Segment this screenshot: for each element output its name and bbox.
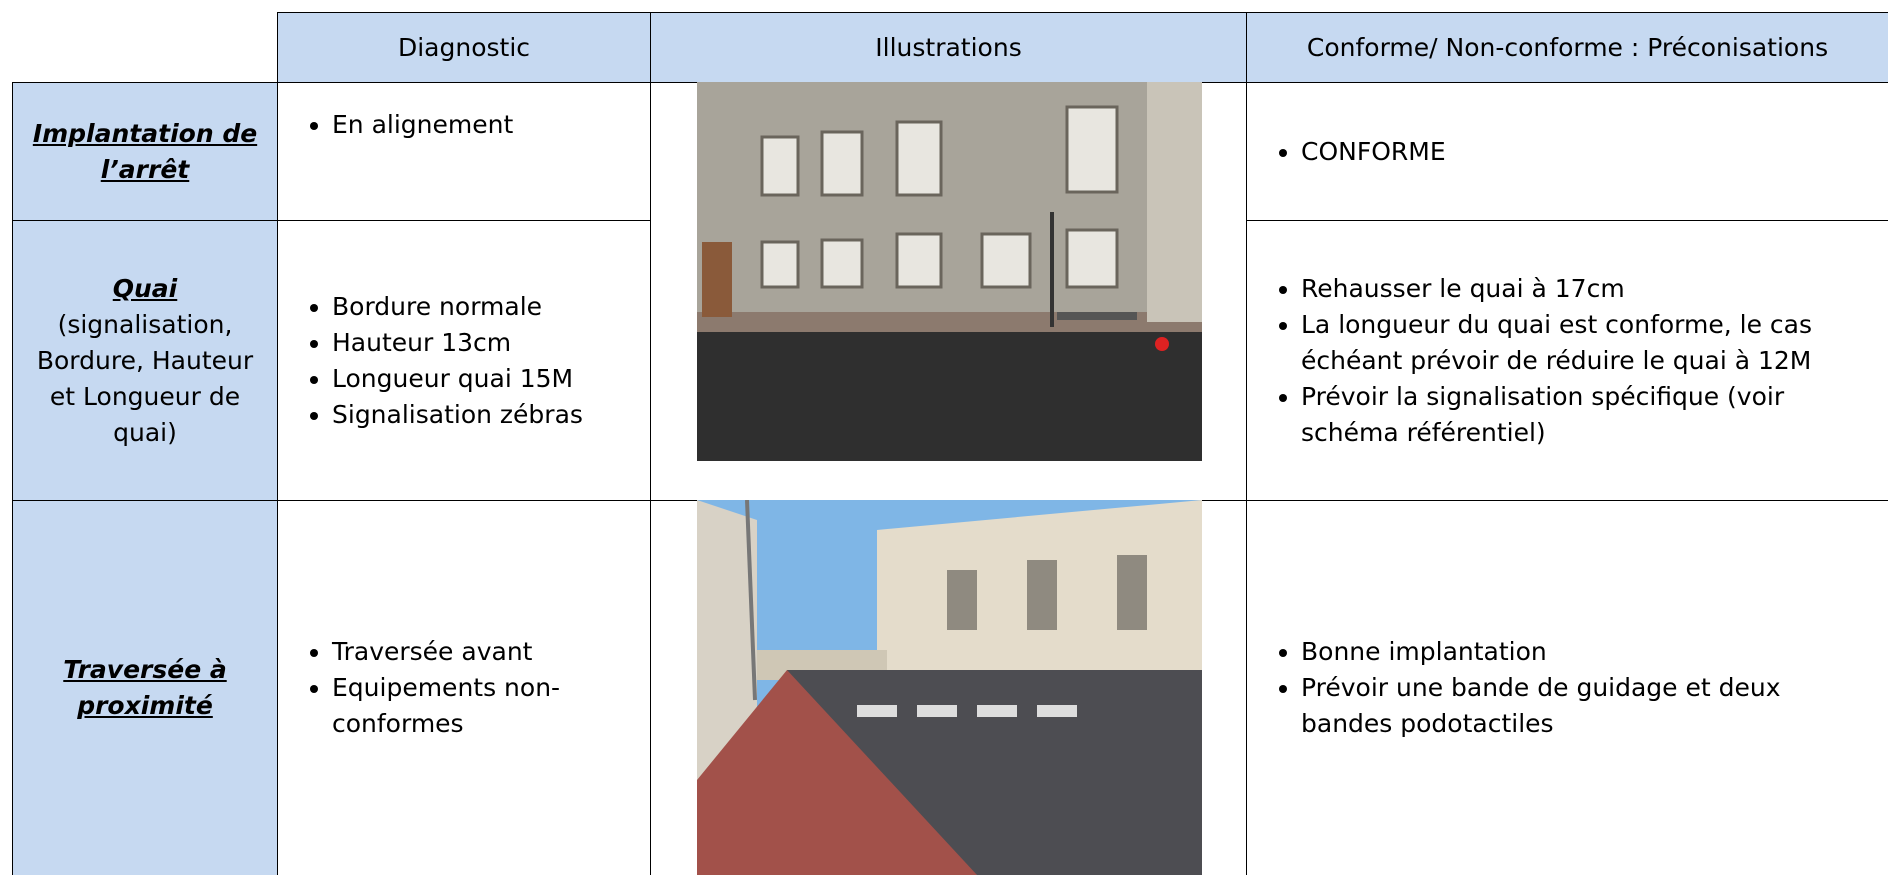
- bullet-item: Prévoir la signalisation spécifique (voi…: [1301, 379, 1878, 451]
- recommendations-cell: Bonne implantation Prévoir une bande de …: [1246, 500, 1888, 875]
- diagnostic-list: Traversée avantEquipements non-conformes: [278, 634, 650, 742]
- row-label: Implantation de l’arrêt: [12, 82, 278, 221]
- row-label: Quai (signalisation, Bordure, Hauteur et …: [12, 220, 278, 501]
- header-cell: Diagnostic: [277, 12, 651, 83]
- bullet-item: En alignement: [332, 107, 513, 143]
- row-label: Traversée à proximité: [12, 500, 278, 875]
- recommendations-list: CONFORME: [1247, 134, 1456, 170]
- label-sub: (signalisation, Bordure, Hauteur et Long…: [36, 309, 254, 447]
- bullet-item: Equipements non-conformes: [332, 670, 640, 742]
- label-title: Implantation de l’arrêt: [32, 118, 258, 184]
- bullet-item: Longueur quai 15M: [332, 361, 583, 397]
- diagnostic-list: En alignement: [278, 107, 523, 143]
- bullet-item: Traversée avant: [332, 634, 640, 670]
- bullet-item: CONFORME: [1301, 134, 1446, 170]
- label-title: Quai: [112, 273, 178, 303]
- photo-bus-stop: [697, 82, 1202, 461]
- recommendations-cell: Rehausser le quai à 17cmLa longueur du q…: [1246, 220, 1888, 501]
- recommendations-list: Rehausser le quai à 17cmLa longueur du q…: [1247, 271, 1888, 451]
- label-title: Traversée à proximité: [63, 655, 227, 720]
- bullet-item: Signalisation zébras: [332, 397, 583, 433]
- bullet-item: La longueur du quai est conforme, le cas…: [1301, 307, 1878, 379]
- recommendations-cell: CONFORME: [1246, 82, 1888, 221]
- photo-crossing: [697, 500, 1202, 875]
- diagnostic-cell: Bordure normaleHauteur 13cmLongueur quai…: [277, 220, 651, 501]
- diagnostic-cell: En alignement: [277, 82, 651, 221]
- bullet-item: Rehausser le quai à 17cm: [1301, 271, 1878, 307]
- diagnostic-list: Bordure normaleHauteur 13cmLongueur quai…: [278, 289, 593, 433]
- header-text: Conforme/ Non-conforme : Préconisations: [1306, 33, 1829, 62]
- diagnostic-cell: Traversée avantEquipements non-conformes: [277, 500, 651, 875]
- bullet-item: Bordure normale: [332, 289, 583, 325]
- header-text: Diagnostic: [397, 33, 531, 62]
- header-text: Illustrations: [875, 33, 1022, 62]
- bullet-item: Bonne implantation: [1301, 634, 1878, 670]
- bullet-item: Prévoir une bande de guidage et deux ban…: [1301, 670, 1878, 742]
- bullet-item: Hauteur 13cm: [332, 325, 583, 361]
- recommendations-list: Bonne implantation Prévoir une bande de …: [1247, 634, 1888, 742]
- header-cell: Conforme/ Non-conforme : Préconisations: [1246, 12, 1888, 83]
- header-cell: Illustrations: [650, 12, 1247, 83]
